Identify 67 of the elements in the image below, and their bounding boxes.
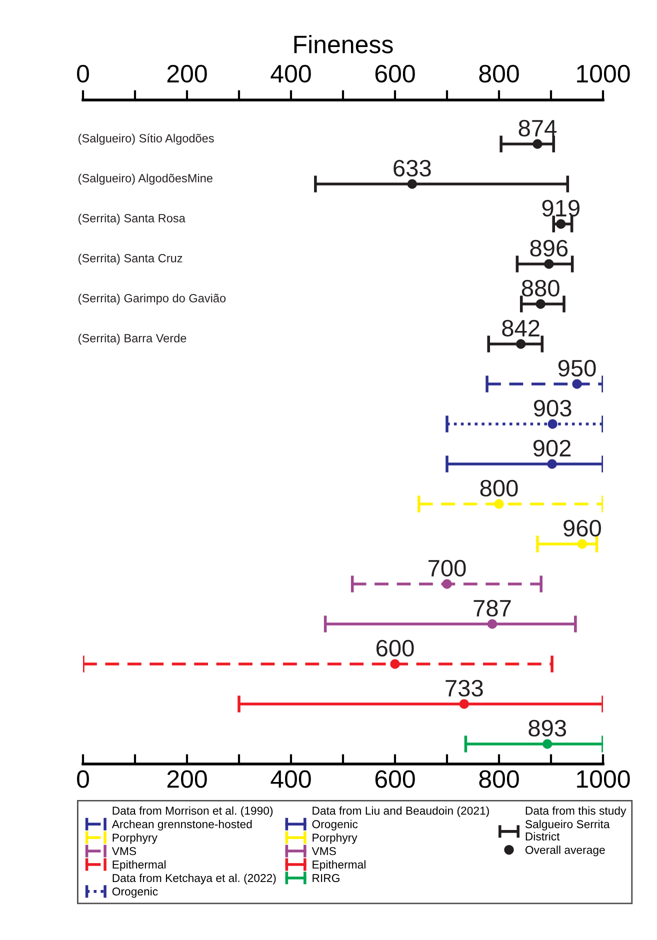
point (536, 299, 546, 309)
x2-tick-label: 800 (479, 64, 519, 83)
legend-label: RIRG (312, 874, 340, 882)
x-tick-label: 800 (479, 770, 519, 788)
y-tick-label: (Serrita) Garimpo do Gavião (78, 294, 226, 305)
data-label: 874 (518, 120, 556, 137)
data-label: 700 (428, 560, 466, 577)
legend-label: Orogenic (312, 820, 358, 830)
text: Data from Ketchaya et al. (2022) (112, 874, 276, 884)
y-tick-label: (Serrita) Santa Cruz (78, 254, 182, 265)
x-tick-label: 200 (167, 770, 207, 788)
legend-label: Epithermal (312, 860, 366, 871)
data-label: 950 (558, 360, 596, 377)
point (390, 659, 400, 669)
x2-tick-label: 1000 (577, 64, 630, 83)
x-tick-label: 600 (375, 770, 415, 788)
data-label: 842 (502, 320, 540, 337)
point (548, 419, 558, 429)
legend-label: Epithermal (112, 860, 166, 871)
data-label: 903 (534, 400, 572, 417)
legend-label: Salgueiro Serrita District (525, 820, 610, 840)
point (547, 459, 557, 469)
data-label: 919 (542, 200, 580, 217)
data-label: 600 (376, 640, 414, 657)
data-label: 960 (564, 520, 601, 537)
legend-label: Porphyry (112, 833, 158, 844)
data-label: 800 (480, 480, 518, 497)
point (459, 699, 470, 709)
x2-tick-label: 400 (270, 64, 311, 83)
text: Data from this study (526, 806, 626, 818)
data-label: 633 (394, 160, 431, 177)
point (577, 539, 588, 549)
point (494, 499, 504, 509)
x-tick-label: 0 (77, 770, 89, 788)
x2-tick-label: 200 (167, 64, 207, 83)
x2-tick-label: 0 (77, 64, 89, 83)
point (487, 619, 498, 629)
x2-tick-label: 600 (375, 64, 415, 83)
point (532, 139, 542, 149)
text: Data from Morrison et al. (1990) (112, 806, 273, 817)
point (542, 739, 552, 749)
point (544, 259, 554, 269)
y-tick-label: (Serrita) Santa Rosa (78, 214, 186, 225)
legend-label: VMS (312, 847, 336, 856)
y-tick-label: (Salgueiro) Sítio Algodões (78, 134, 214, 145)
y-tick-label: (Salgueiro) AlgodõesMine (78, 174, 212, 185)
x2-axis-title: Fineness (294, 34, 393, 54)
data-label: 893 (528, 720, 566, 737)
data-label: 902 (533, 440, 571, 457)
point (442, 579, 452, 589)
legend-label: VMS (112, 847, 136, 856)
data-label: 787 (474, 600, 511, 617)
data-label: 733 (446, 680, 483, 697)
legend-label: Archean grennstone-hosted (112, 820, 252, 830)
point (407, 179, 418, 189)
point (556, 219, 566, 229)
point (572, 379, 582, 389)
text: Data from Liu and Beaudoin (2021) (312, 806, 489, 817)
y-tick-label: (Serrita) Barra Verde (78, 334, 186, 345)
x-tick-label: 400 (270, 770, 311, 788)
x-tick-label: 1000 (577, 770, 630, 788)
text: Overall average (525, 846, 605, 856)
data-label: 896 (530, 240, 568, 257)
point (516, 339, 526, 349)
legend-label: Porphyry (312, 833, 358, 844)
legend-label: Orogenic (112, 887, 158, 898)
data-label: 880 (522, 280, 560, 297)
